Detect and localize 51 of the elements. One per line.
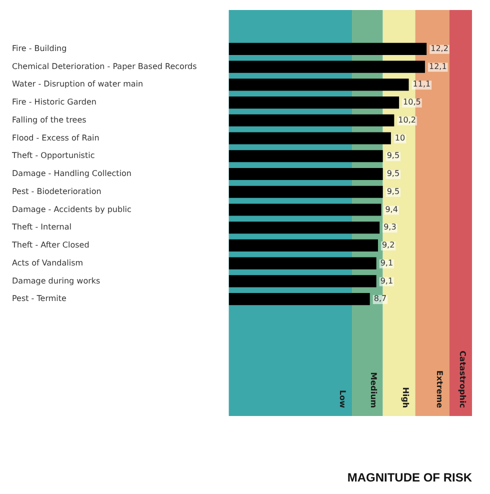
data-label: 9,3 <box>384 222 396 232</box>
y-tick-label: Pest - Termite <box>12 294 66 304</box>
y-tick-label: Fire - Building <box>12 44 67 54</box>
data-label: 10,5 <box>403 98 421 107</box>
y-tick-label: Theft - After Closed <box>11 240 90 250</box>
band-label: Extreme <box>435 370 444 409</box>
bar <box>228 60 425 73</box>
bar <box>228 150 383 162</box>
bar <box>228 222 380 234</box>
bar <box>228 275 376 288</box>
data-label: 12,2 <box>430 44 448 54</box>
bar <box>228 114 394 126</box>
bar <box>228 42 427 55</box>
band-label: High <box>401 387 410 408</box>
bar <box>228 293 370 306</box>
bar <box>228 239 378 252</box>
band-label: Catastrophic <box>458 350 467 408</box>
data-label: 9,2 <box>382 240 395 250</box>
data-label: 9,5 <box>386 169 400 178</box>
y-tick-label: Fire - Historic Garden <box>12 98 96 107</box>
y-tick-label: Pest - Biodeterioration <box>12 186 102 196</box>
y-tick-label: Acts of Vandalism <box>12 258 84 268</box>
bar <box>228 186 383 198</box>
y-tick-label: Water - Disruption of water main <box>12 80 144 89</box>
data-label: 9,5 <box>386 186 400 196</box>
bar <box>228 257 376 270</box>
data-label: 10 <box>394 133 406 142</box>
data-label: 11,1 <box>412 80 431 89</box>
band-label: Medium <box>368 372 378 408</box>
bar <box>228 96 400 109</box>
bar <box>228 204 382 216</box>
data-label: 9,4 <box>385 204 398 214</box>
y-tick-label: Theft - Internal <box>11 222 72 232</box>
y-tick-label: Damage - Accidents by public <box>12 204 132 214</box>
y-tick-label: Falling of the trees <box>12 115 86 124</box>
y-tick-label: Chemical Deterioration - Paper Based Records <box>12 62 197 71</box>
band-label: Low <box>338 390 347 409</box>
data-label: 9,1 <box>380 258 394 268</box>
data-label: 12,1 <box>428 62 447 71</box>
y-tick-label: Damage during works <box>12 276 100 286</box>
data-label: 8,7 <box>374 294 387 304</box>
data-label: 9,1 <box>380 276 394 286</box>
bar <box>228 168 383 180</box>
bar <box>228 78 409 91</box>
data-label: 9,5 <box>386 151 400 160</box>
text: MAGNITUDE OF RISK <box>347 470 472 484</box>
bar <box>228 132 391 144</box>
y-tick-label: Flood - Excess of Rain <box>12 133 100 142</box>
y-tick-label: Damage - Handling Collection <box>12 169 132 178</box>
y-tick-label: Theft - Opportunistic <box>11 151 95 160</box>
data-label: 10,2 <box>398 115 416 124</box>
